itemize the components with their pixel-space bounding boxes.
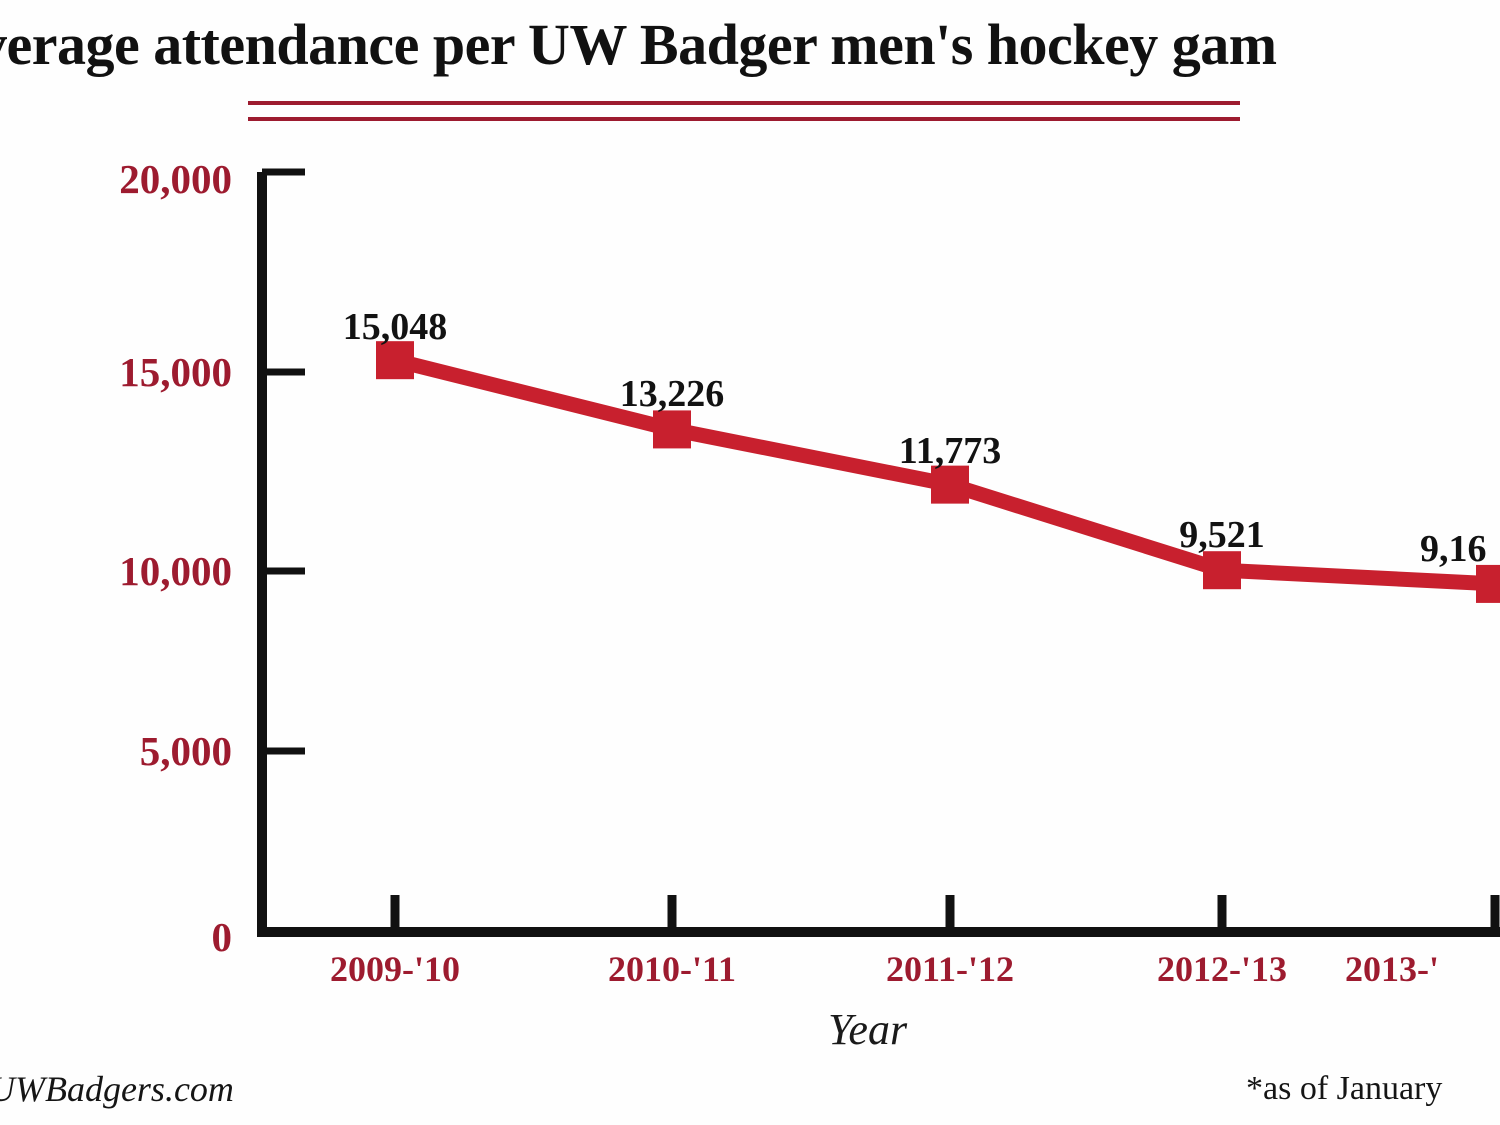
data-point-marker bbox=[931, 465, 969, 504]
title-container: verage attendance per UW Badger men's ho… bbox=[0, 0, 1500, 95]
xtick-label-2013-14: 2013-' bbox=[1345, 949, 1439, 989]
ytick-label-20000: 20,000 bbox=[119, 156, 232, 202]
xtick-label-2011-12: 2011-'12 bbox=[885, 949, 1014, 989]
data-label-2011-12: 11,773 bbox=[898, 430, 1002, 472]
ytick-label-5000: 5,000 bbox=[139, 728, 232, 774]
data-point-marker bbox=[1476, 564, 1500, 603]
ytick-label-0: 0 bbox=[211, 914, 233, 960]
ytick-label-15000: 15,000 bbox=[119, 349, 232, 395]
ytick-label-10000: 10,000 bbox=[119, 548, 232, 594]
data-point-marker bbox=[653, 410, 691, 449]
x-axis-title: Year bbox=[828, 1005, 908, 1054]
title-rule-top bbox=[248, 101, 1240, 105]
series-markers bbox=[376, 341, 1500, 603]
footnote: *as of January bbox=[1246, 1070, 1443, 1107]
data-label-2013-14: 9,16 bbox=[1420, 528, 1487, 570]
data-point-marker bbox=[1203, 551, 1241, 590]
data-label-2010-11: 13,226 bbox=[619, 373, 725, 415]
chart-title: verage attendance per UW Badger men's ho… bbox=[0, 12, 1277, 77]
xtick-label-2012-13: 2012-'13 bbox=[1157, 949, 1287, 989]
title-rule-bottom bbox=[248, 117, 1240, 121]
xtick-label-2009-10: 2009-'10 bbox=[330, 949, 460, 989]
xtick-label-2010-11: 2010-'11 bbox=[607, 949, 736, 989]
data-label-2012-13: 9,521 bbox=[1179, 514, 1265, 556]
data-label-2009-10: 15,048 bbox=[342, 306, 448, 348]
source-note: e: UWBadgers.com bbox=[0, 1069, 234, 1109]
data-point-marker bbox=[376, 341, 414, 380]
